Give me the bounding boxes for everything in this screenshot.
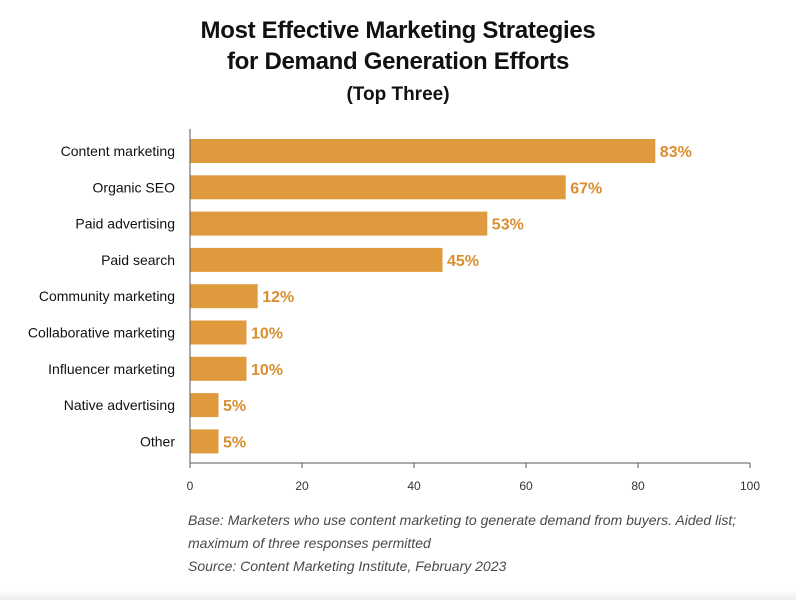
category-label: Paid search (101, 252, 175, 268)
chart-title-line2: for Demand Generation Efforts (226, 48, 569, 75)
category-label: Influencer marketing (48, 361, 175, 377)
data-label: 67% (570, 180, 602, 197)
bar (190, 429, 219, 454)
x-tick-label: 40 (407, 479, 421, 493)
bottom-edge-shadow (0, 590, 796, 600)
bar (190, 139, 656, 163)
footnote-source: Source: Content Marketing Institute, Feb… (188, 558, 507, 574)
data-label: 45% (447, 253, 479, 270)
x-tick-label: 20 (295, 479, 309, 493)
data-label: 5% (223, 434, 246, 451)
bar (190, 356, 247, 381)
bar (190, 247, 443, 272)
footnote-base-line1: Base: Marketers who use content marketin… (188, 512, 737, 528)
x-tick-label: 100 (740, 479, 760, 493)
category-label: Collaborative marketing (28, 325, 175, 341)
category-label: Organic SEO (93, 179, 176, 195)
category-label: Paid advertising (75, 216, 175, 232)
x-tick-label: 80 (631, 479, 645, 493)
chart-title: Most Effective Marketing Strategies (200, 17, 596, 44)
bar (190, 175, 566, 200)
data-label: 5% (223, 398, 246, 415)
data-label: 12% (262, 289, 294, 306)
chart-subtitle: (Top Three) (346, 84, 450, 105)
bar (190, 393, 219, 418)
data-label: 53% (492, 217, 524, 234)
data-label: 83% (660, 144, 692, 161)
x-tick-label: 0 (187, 479, 194, 493)
bar (190, 320, 247, 345)
data-label: 10% (251, 362, 283, 379)
category-label: Native advertising (64, 397, 175, 413)
category-label: Community marketing (39, 288, 175, 304)
data-label: 10% (251, 326, 283, 343)
footnote-base-line2: maximum of three responses permitted (188, 535, 431, 551)
bar (190, 211, 488, 236)
category-label: Content marketing (61, 143, 175, 159)
x-tick-label: 60 (519, 479, 533, 493)
bar (190, 284, 258, 309)
category-label: Other (140, 433, 175, 449)
